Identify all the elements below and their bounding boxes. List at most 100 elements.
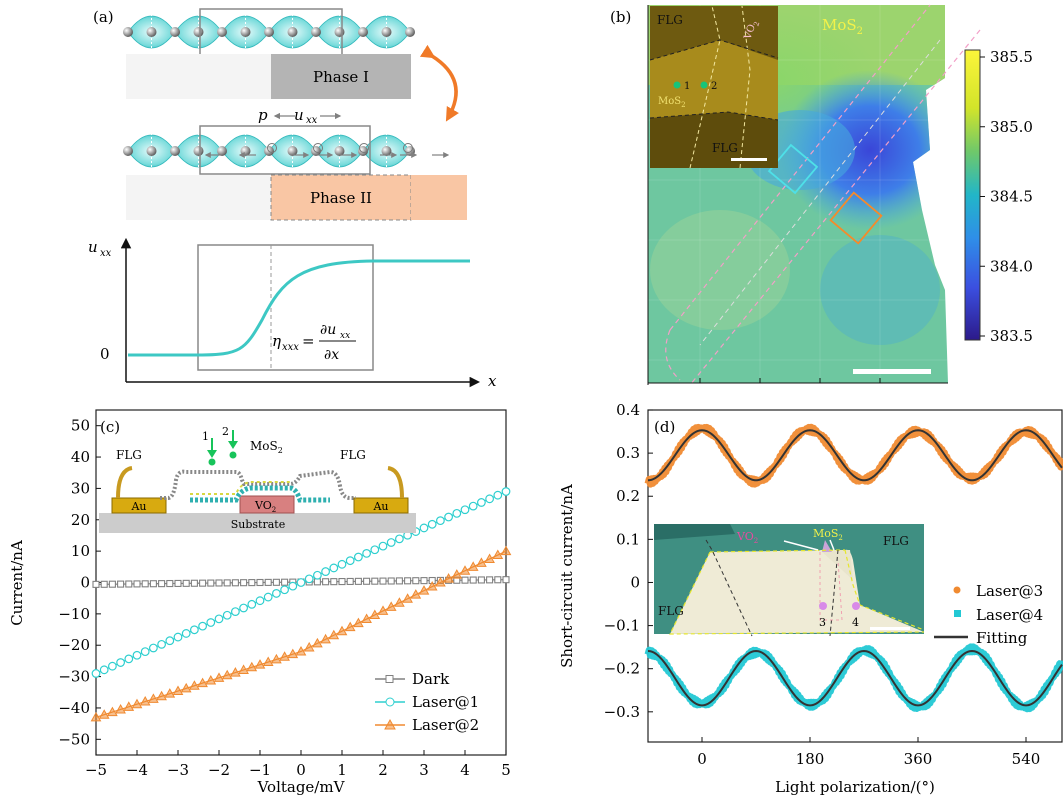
c-marker-laser2 [287,648,299,659]
channel-outline [699,39,941,346]
c-marker-laser2 [156,690,167,701]
optical-inset-d: VO2 MoS2 FLG FLG 3 4 [654,524,925,637]
c-marker-laser1 [116,658,125,667]
lattice-bottom [123,133,450,169]
c-marker-laser1 [222,610,232,620]
c-marker-laser1 [395,534,404,544]
c-marker-dark [133,580,141,588]
c-marker-laser2 [435,576,446,587]
c-ytick-label: 0 [80,574,90,592]
c-marker-laser1 [230,607,240,617]
c-marker-laser1 [280,585,290,595]
c-marker-dark [264,578,272,586]
svg-text:Substrate: Substrate [231,518,285,531]
c-marker-laser2 [295,645,307,656]
atom [170,27,180,37]
c-marker-dark [461,576,469,584]
transition-arrow [419,44,459,122]
c-marker-laser1 [501,487,511,496]
c-ytick-label: −30 [58,668,90,686]
atom [217,27,227,37]
svg-text:xx: xx [340,331,350,341]
c-marker-dark [223,579,231,587]
c-marker-laser2 [336,625,348,636]
d-ytick-label: 0.4 [616,401,640,419]
c-marker-laser2 [426,581,438,591]
c-xtick-label: −4 [126,761,148,779]
svg-text:u: u [294,106,304,124]
c-marker-laser1 [288,581,298,591]
c-marker-laser2 [254,659,266,669]
c-marker-laser1 [198,621,208,631]
c-marker-dark [92,580,100,588]
c-marker-laser1 [214,614,224,624]
legend-d-label: Fitting [976,629,1028,647]
c-marker-dark [182,579,190,587]
svg-text:Au: Au [130,500,146,513]
c-xtick-label: 2 [378,761,388,779]
c-marker-laser1 [444,512,454,522]
c-marker-laser2 [492,549,504,560]
svg-text:=: = [302,332,315,350]
c-xlabel: Voltage/mV [257,778,346,796]
svg-text:3: 3 [819,616,826,629]
panel-b: (b) MoS2 FLG [610,4,1033,386]
d-xtick-label: 360 [904,750,933,768]
atom [381,27,392,37]
c-marker-dark [387,577,395,585]
svg-text:∂u: ∂u [320,322,336,338]
svg-text:VO2: VO2 [736,530,758,545]
c-marker-dark [338,578,346,586]
c-marker-laser2 [90,711,102,722]
legend-c-marker [384,718,396,730]
c-ytick-label: −20 [58,636,90,654]
device-schematic-inset: Substrate Au Au VO2 FLG FLG MoS2 1 2 [99,425,416,533]
c-marker-laser1 [239,603,249,613]
legend-c-label: Dark [412,670,450,688]
atom [240,27,251,37]
legend-d-marker-laser3 [953,586,961,594]
legend-c: Dark Laser@1 Laser@2 [375,670,479,734]
c-marker-laser2 [197,677,208,688]
legend-c-label: Laser@1 [412,693,479,711]
c-ytick-label: 50 [71,417,90,435]
c-xtick-label: −3 [167,761,189,779]
atom [123,146,133,156]
c-marker-laser2 [410,589,422,599]
c-marker-dark [199,579,207,587]
colorbar-ticks: 385.5 385.0 384.5 384.0 383.5 [980,48,1033,345]
atom [358,146,368,156]
c-marker-laser2 [115,703,126,714]
c-marker-laser2 [476,557,487,567]
c-marker-laser1 [91,669,101,678]
p-uxx-label: p u xx [258,106,342,126]
plot-c: −5 −4 −3 −2 −1 0 1 2 3 4 5−50−40−30−20−10010203040… [58,417,512,779]
c-xtick-label: 5 [501,761,511,779]
d-xtick-label: 180 [796,750,825,768]
c-marker-laser2 [131,698,143,709]
svg-text:xxx: xxx [282,342,299,353]
c-marker-laser2 [271,653,282,664]
map-mos2-label: MoS [822,16,857,34]
roi-cyan [767,143,819,195]
c-marker-laser2 [467,561,479,571]
d-ytick-label: −0.2 [604,660,640,678]
c-marker-laser2 [443,573,454,583]
atom [146,146,157,156]
colorbar-tick-label: 383.5 [990,327,1033,345]
c-marker-laser1 [247,599,257,609]
phase2-label: Phase II [310,189,372,207]
substrate-light-bottom [126,175,271,220]
legend-d-label: Laser@3 [976,582,1043,600]
atom [381,146,392,156]
c-marker-laser1 [313,570,322,580]
c-marker-dark [502,576,510,584]
d-ytick-label: 0 [630,573,640,591]
phase2-block [270,174,412,221]
svg-text:1: 1 [202,430,209,443]
c-marker-laser1 [354,552,363,562]
atom [123,27,133,37]
original-site [359,143,369,153]
panel-c-label: (c) [100,418,120,436]
c-marker-laser1 [321,567,331,576]
